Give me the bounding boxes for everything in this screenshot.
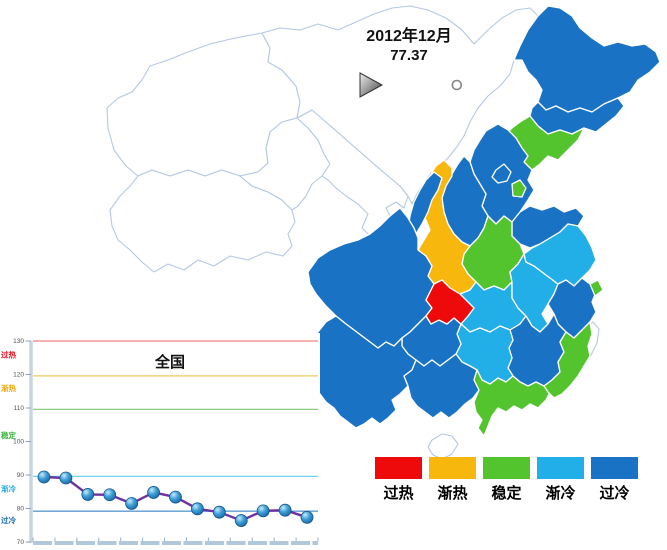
data-point-2[interactable] <box>81 488 95 501</box>
legend-item-stable: 稳定 <box>483 457 530 503</box>
province-jiangsu[interactable] <box>523 223 597 287</box>
zone-label-1: 渐热 <box>1 383 16 393</box>
play-button[interactable] <box>359 72 384 98</box>
data-point-5[interactable] <box>147 486 160 499</box>
legend-item-overheat: 过热 <box>375 457 422 503</box>
province-neimenggu[interactable] <box>261 5 539 205</box>
y-tick-label: 80 <box>17 506 25 513</box>
province-guangxi[interactable] <box>403 353 480 419</box>
legend-item-warming: 渐热 <box>429 457 476 503</box>
data-point-3[interactable] <box>103 488 117 502</box>
map-legend: 过热 渐热 稳定 渐冷 过冷 <box>375 457 638 503</box>
province-ningxia[interactable] <box>407 171 443 235</box>
data-point-6[interactable] <box>169 490 182 504</box>
time-slider <box>359 72 463 98</box>
zone-label-4: 过冷 <box>1 515 16 525</box>
legend-swatch-cooling <box>537 457 584 479</box>
data-point-8[interactable] <box>212 505 226 519</box>
y-tick-label: 90 <box>17 472 25 479</box>
province-guangdong[interactable] <box>473 369 551 437</box>
data-point-12[interactable] <box>300 510 314 524</box>
province-beijing[interactable] <box>491 163 512 184</box>
legend-item-overcool: 过冷 <box>591 457 638 503</box>
data-point-4[interactable] <box>125 497 139 510</box>
legend-swatch-overcool <box>591 457 638 479</box>
data-point-0[interactable] <box>37 470 51 484</box>
chart-title: 全国 <box>154 353 185 371</box>
slider-handle[interactable] <box>451 79 463 91</box>
legend-label-cooling: 渐冷 <box>545 485 576 502</box>
legend-swatch-stable <box>483 457 530 479</box>
y-tick-label: 100 <box>13 439 24 446</box>
time-indicator: 2012年12月 77.37 <box>333 27 485 65</box>
legend-item-cooling: 渐冷 <box>537 457 584 503</box>
zone-label-0: 过热 <box>1 349 16 359</box>
data-point-7[interactable] <box>191 502 204 516</box>
zone-label-3: 渐冷 <box>1 483 16 493</box>
legend-label-warming: 渐热 <box>437 485 468 502</box>
province-hainan[interactable] <box>427 433 459 460</box>
index-value: 77.37 <box>390 47 428 64</box>
data-point-10[interactable] <box>256 504 270 518</box>
data-point-11[interactable] <box>278 503 292 517</box>
period-label: 2012年12月 <box>366 28 452 45</box>
legend-label-overheat: 过热 <box>383 485 414 502</box>
province-fujian[interactable] <box>543 321 593 399</box>
y-tick-label: 70 <box>17 539 25 546</box>
legend-label-overcool: 过冷 <box>599 485 630 502</box>
y-tick-label: 110 <box>14 405 25 412</box>
y-tick-label: 120 <box>13 372 24 379</box>
y-tick-label: 130 <box>13 338 24 345</box>
legend-swatch-warming <box>429 457 476 479</box>
legend-label-stable: 稳定 <box>491 485 522 502</box>
province-xizang[interactable] <box>109 169 296 273</box>
province-tianjin[interactable] <box>511 179 527 198</box>
legend-swatch-overheat <box>375 457 422 479</box>
province-chongqing[interactable] <box>425 279 475 325</box>
province-shanghai[interactable] <box>589 279 604 297</box>
data-point-1[interactable] <box>59 471 73 485</box>
trend-chart: 70 80 90 100 110 120 130 过热渐热稳定渐冷过冷 全国 <box>0 330 332 550</box>
province-heilongjiang[interactable] <box>513 5 661 113</box>
data-point-9[interactable] <box>234 514 248 527</box>
zone-label-2: 稳定 <box>1 430 16 440</box>
